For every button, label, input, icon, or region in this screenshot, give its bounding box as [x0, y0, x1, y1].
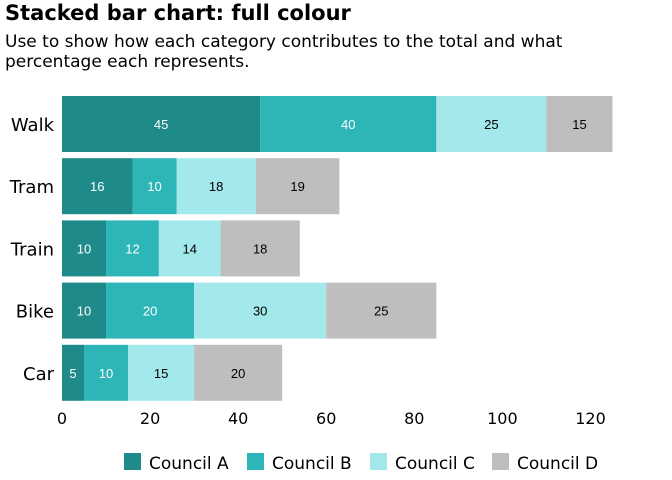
- chart-subtitle: Use to show how each category contribute…: [5, 32, 563, 72]
- legend-swatch: [492, 453, 509, 470]
- legend-swatch: [370, 453, 387, 470]
- category-label-walk: Walk: [11, 115, 55, 136]
- bar-value-label: 40: [341, 117, 355, 132]
- legend-label: Council B: [272, 454, 352, 474]
- bar-value-label: 15: [154, 366, 168, 381]
- bar-tram-series-3: [176, 158, 256, 215]
- legend: Council A Council B Council C Council D: [124, 453, 598, 474]
- x-tick-label: 40: [228, 409, 248, 428]
- bar-value-label: 18: [253, 241, 267, 256]
- bar-value-label: 19: [290, 179, 304, 194]
- legend-swatch: [247, 453, 264, 470]
- x-tick-label: 120: [575, 409, 606, 428]
- bar-walk-series-2: [260, 96, 437, 152]
- bar-car-series-4: [194, 344, 283, 401]
- bars-layer: 45 40 25 15 16 10 18 19 10 12 14 18 10 20 30 25 5 10 15 20: [62, 96, 613, 401]
- bar-value-label: 45: [154, 117, 168, 132]
- bar-value-label: 12: [125, 241, 139, 256]
- bar-value-label: 20: [231, 366, 245, 381]
- bar-value-label: 18: [209, 179, 223, 194]
- bar-train-series-4: [220, 220, 300, 277]
- x-tick-label: 100: [487, 409, 518, 428]
- bar-bike-series-1: [62, 282, 107, 339]
- category-label-train: Train: [10, 239, 54, 260]
- bar-car-series-3: [128, 344, 195, 401]
- bar-bike-series-3: [194, 282, 327, 339]
- bar-value-label: 16: [90, 179, 104, 194]
- category-label-car: Car: [23, 364, 55, 385]
- bar-walk-series-1: [62, 96, 261, 152]
- legend-swatch: [124, 453, 141, 470]
- bar-tram-series-2: [132, 158, 177, 215]
- bar-walk-series-4: [546, 96, 613, 152]
- x-tick-label: 80: [404, 409, 424, 428]
- bar-value-label: 15: [572, 117, 586, 132]
- x-tick-label: 60: [316, 409, 336, 428]
- category-labels: Walk Tram Train Bike Car: [9, 115, 55, 385]
- bar-value-label: 25: [374, 304, 388, 319]
- legend-label: Council C: [395, 454, 475, 474]
- category-label-bike: Bike: [16, 302, 54, 323]
- bar-train-series-1: [62, 220, 107, 277]
- bar-value-label: 10: [77, 304, 91, 319]
- x-tick-label: 20: [140, 409, 160, 428]
- bar-car-series-1: [62, 344, 85, 401]
- bar-car-series-2: [84, 344, 129, 401]
- bar-value-label: 25: [484, 117, 498, 132]
- bar-train-series-3: [158, 220, 221, 277]
- bar-value-label: 30: [253, 304, 267, 319]
- bar-bike-series-2: [106, 282, 195, 339]
- chart-title: Stacked bar chart: full colour: [5, 1, 351, 25]
- bar-value-label: 20: [143, 304, 157, 319]
- bar-train-series-2: [106, 220, 159, 277]
- legend-label: Council A: [149, 454, 229, 474]
- bar-walk-series-3: [436, 96, 547, 152]
- category-label-tram: Tram: [9, 177, 54, 198]
- bar-value-label: 10: [147, 179, 161, 194]
- x-tick-label: 0: [57, 409, 67, 428]
- bar-tram-series-4: [255, 158, 340, 215]
- bar-tram-series-1: [62, 158, 133, 215]
- bar-value-label: 5: [69, 366, 76, 381]
- bar-bike-series-4: [326, 282, 437, 339]
- x-axis: 0 20 40 60 80 100 120: [57, 409, 606, 428]
- bar-value-label: 10: [99, 366, 113, 381]
- bar-value-label: 14: [182, 241, 196, 256]
- legend-label: Council D: [517, 454, 598, 474]
- bar-value-label: 10: [77, 241, 91, 256]
